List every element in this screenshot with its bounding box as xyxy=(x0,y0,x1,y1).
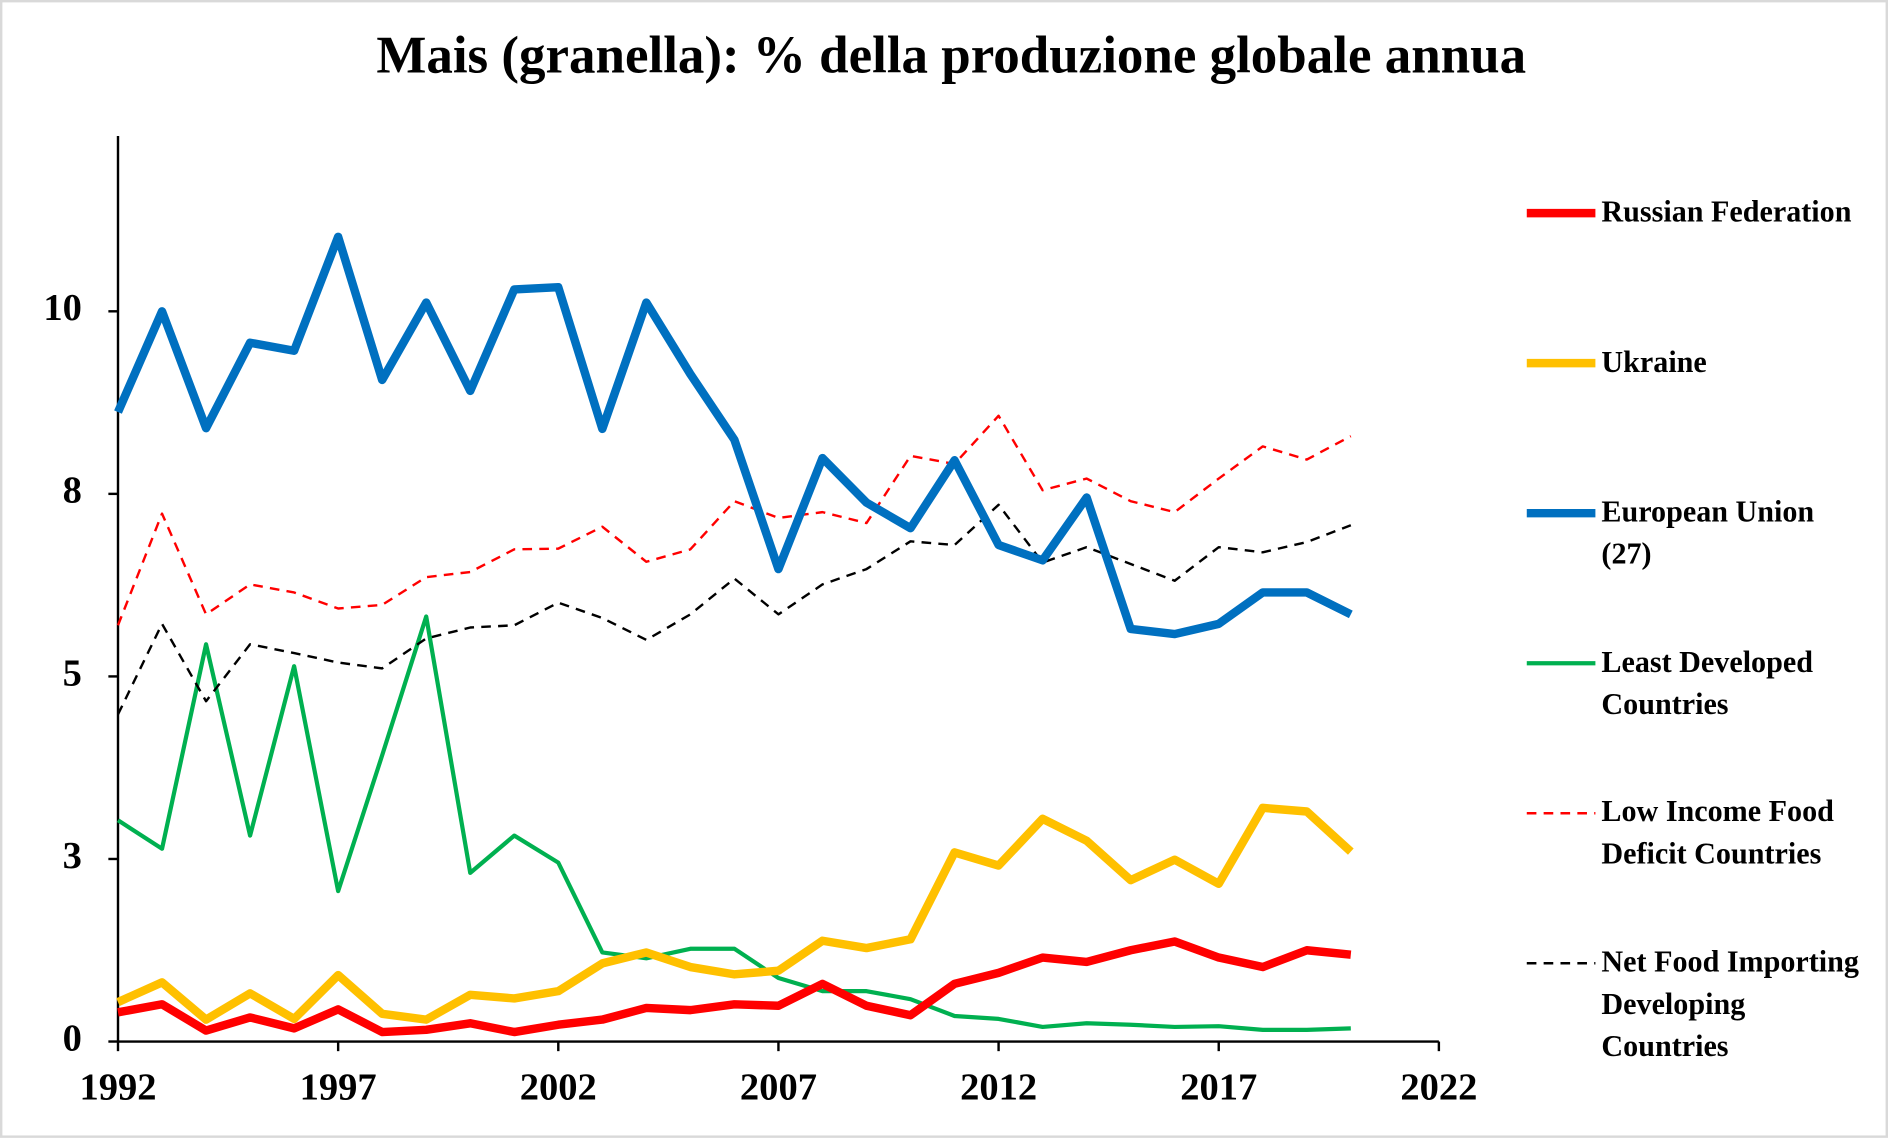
series-line xyxy=(116,803,1354,1024)
legend-label: Ukraine xyxy=(1601,346,1707,379)
legend-item: Least Developed Countries xyxy=(1601,646,1813,721)
series-line xyxy=(116,414,1352,626)
x-tick-label: 1992 xyxy=(79,1066,156,1108)
legend-label: Net Food Importing Developing Countries xyxy=(1601,946,1859,1064)
chart-title: Mais (granella): % della produzione glob… xyxy=(376,26,1526,84)
legend-label: Low Income Food Deficit Countries xyxy=(1601,796,1834,872)
legend-item: Low Income Food Deficit Countries xyxy=(1601,796,1834,872)
legend-item: Russian Federation xyxy=(1601,196,1852,229)
legend-item: Net Food Importing Developing Countries xyxy=(1601,946,1859,1064)
series-line xyxy=(116,614,1351,1032)
series-line xyxy=(116,503,1352,715)
series-line xyxy=(114,232,1353,639)
legend-item: Ukraine xyxy=(1601,346,1707,379)
y-tick-label: 0 xyxy=(63,1017,82,1059)
series-line xyxy=(117,937,1352,1037)
y-tick-label: 10 xyxy=(43,287,82,329)
x-tick-label: 1997 xyxy=(300,1066,377,1108)
x-tick-label: 2002 xyxy=(520,1066,597,1108)
x-tick-label: 2012 xyxy=(960,1066,1037,1108)
y-tick-label: 5 xyxy=(63,652,82,694)
y-tick-label: 3 xyxy=(63,835,82,877)
legend-label: Least Developed Countries xyxy=(1601,646,1813,721)
x-tick-label: 2017 xyxy=(1180,1066,1257,1108)
x-tick-label: 2007 xyxy=(740,1066,817,1108)
legend-item: European Union (27) xyxy=(1601,496,1815,571)
y-tick-label: 8 xyxy=(63,470,82,512)
legend-label: European Union (27) xyxy=(1601,496,1815,571)
x-tick-label: 2022 xyxy=(1400,1066,1477,1108)
legend-label: Russian Federation xyxy=(1601,196,1852,229)
